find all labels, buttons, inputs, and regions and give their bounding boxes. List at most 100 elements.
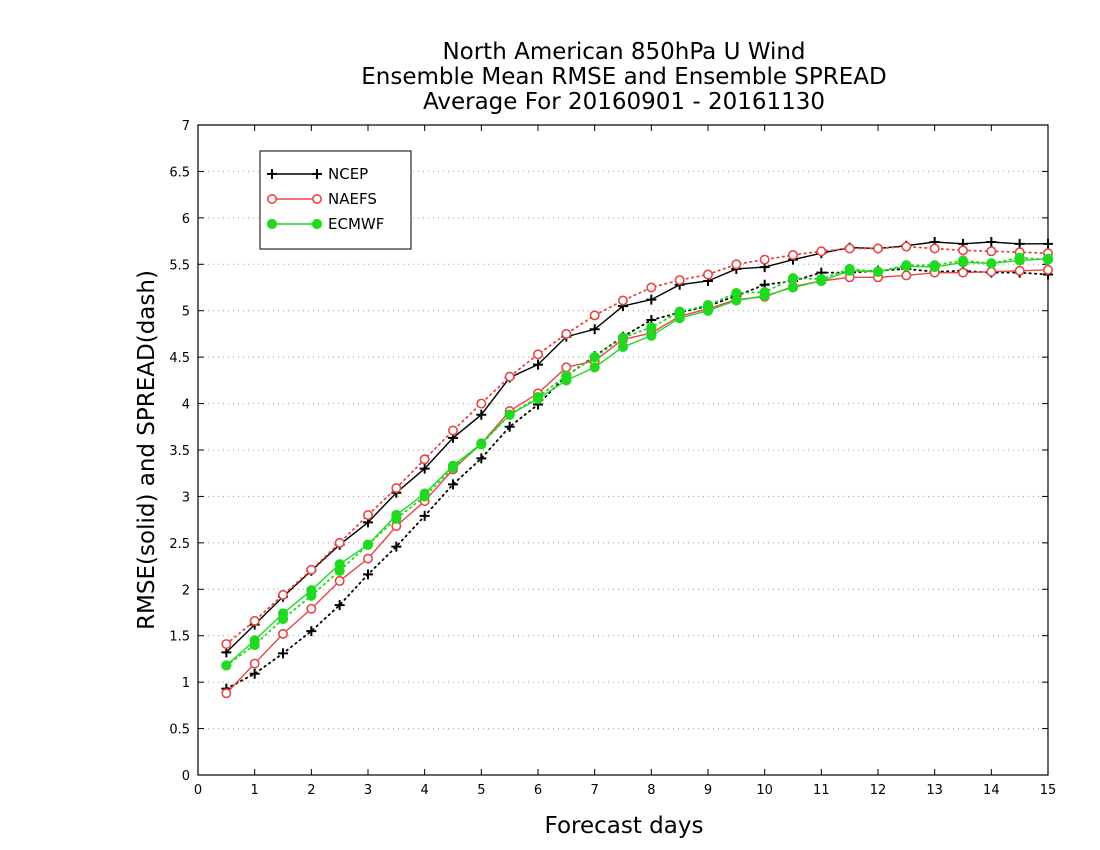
legend-box bbox=[259, 150, 412, 250]
y-tick-label: 6 bbox=[182, 212, 190, 227]
x-tick-label: 1 bbox=[251, 783, 259, 798]
data-point bbox=[957, 255, 969, 266]
data-point bbox=[306, 626, 317, 637]
x-tick-label: 7 bbox=[591, 783, 599, 798]
series-line bbox=[225, 258, 1049, 666]
y-tick-label: 2 bbox=[182, 583, 190, 598]
data-point bbox=[533, 359, 543, 370]
data-point bbox=[872, 243, 883, 254]
data-point bbox=[504, 421, 515, 432]
legend-item-naefs: NAEFS bbox=[266, 190, 377, 208]
chart-title-line-2: Ensemble Mean RMSE and Ensemble SPREAD bbox=[361, 64, 886, 90]
data-point bbox=[334, 600, 345, 611]
data-point bbox=[1014, 238, 1025, 249]
data-point bbox=[277, 589, 288, 600]
legend-marker bbox=[266, 194, 277, 205]
data-point bbox=[702, 269, 713, 280]
data-point bbox=[929, 260, 940, 271]
chart-title-line-3: Average For 20160901 - 20161130 bbox=[423, 89, 825, 115]
x-tick-label: 8 bbox=[647, 783, 655, 798]
data-point bbox=[759, 287, 770, 298]
data-point bbox=[844, 263, 855, 275]
series-ecmwf-spread bbox=[221, 252, 1054, 671]
x-axis-label: Forecast days bbox=[545, 813, 704, 839]
legend-item-ecmwf: ECMWF bbox=[266, 215, 384, 233]
y-tick-label: 1 bbox=[182, 676, 190, 691]
legend: NCEP NAEFS ECMWF bbox=[259, 150, 412, 250]
y-tick-label: 7 bbox=[182, 119, 190, 134]
data-point bbox=[249, 639, 260, 651]
data-point bbox=[391, 483, 402, 494]
data-point bbox=[277, 628, 288, 639]
data-point bbox=[362, 539, 374, 550]
data-point bbox=[901, 241, 912, 252]
data-point bbox=[702, 300, 714, 311]
series-line bbox=[225, 269, 1049, 694]
data-point bbox=[1042, 254, 1054, 265]
x-tick-label: 4 bbox=[421, 783, 429, 798]
y-tick-label: 0 bbox=[182, 769, 190, 784]
data-point bbox=[731, 259, 742, 270]
series-line bbox=[225, 256, 1049, 667]
data-point bbox=[901, 260, 912, 271]
data-point bbox=[476, 439, 487, 450]
data-point bbox=[957, 267, 968, 278]
y-axis-label: RMSE(solid) and SPREAD(dash) bbox=[134, 270, 160, 630]
legend-marker bbox=[311, 194, 322, 205]
data-point bbox=[447, 462, 459, 473]
data-point bbox=[334, 537, 345, 548]
y-tick-label: 4 bbox=[182, 398, 190, 413]
data-point bbox=[787, 282, 799, 293]
data-point bbox=[561, 370, 572, 381]
data-point bbox=[674, 275, 685, 286]
data-point bbox=[957, 245, 968, 256]
legend-label: NCEP bbox=[328, 165, 368, 183]
data-point bbox=[504, 371, 515, 382]
data-point bbox=[419, 454, 430, 465]
data-point bbox=[221, 688, 232, 699]
data-point bbox=[844, 243, 855, 254]
data-point bbox=[787, 273, 799, 284]
x-tick-label: 5 bbox=[477, 783, 485, 798]
data-point bbox=[1043, 264, 1054, 275]
data-point bbox=[391, 541, 402, 552]
y-tick-label: 3 bbox=[182, 490, 190, 505]
data-point bbox=[816, 246, 827, 257]
series-group bbox=[221, 237, 1054, 699]
x-tick-label: 14 bbox=[983, 783, 1000, 798]
data-point bbox=[986, 246, 997, 257]
data-point bbox=[646, 294, 657, 305]
data-point bbox=[561, 328, 572, 339]
gridlines bbox=[198, 170, 1048, 730]
x-tick-label: 13 bbox=[926, 783, 943, 798]
y-tick-label: 1.5 bbox=[169, 630, 190, 645]
data-point bbox=[504, 409, 515, 420]
data-point bbox=[589, 352, 600, 363]
data-point bbox=[986, 237, 997, 247]
y-tick-label: 0.5 bbox=[169, 723, 190, 738]
data-point bbox=[674, 306, 685, 317]
data-point bbox=[448, 479, 458, 490]
y-axis-ticks: 0 0.5 1 1.5 2 2.5 3 3.5 4 4.5 5 5.5 6 6.5 7 bbox=[169, 119, 1048, 784]
data-point bbox=[221, 639, 232, 650]
y-tick-label: 5.5 bbox=[169, 258, 190, 273]
data-point bbox=[363, 569, 373, 580]
x-tick-label: 0 bbox=[194, 783, 202, 798]
data-point bbox=[646, 322, 657, 333]
y-tick-label: 4.5 bbox=[169, 351, 190, 366]
data-point bbox=[391, 513, 402, 524]
data-point bbox=[986, 266, 997, 277]
data-point bbox=[589, 310, 600, 321]
data-point bbox=[334, 565, 345, 576]
data-point bbox=[589, 324, 600, 335]
data-point bbox=[306, 564, 317, 575]
data-point bbox=[306, 590, 317, 601]
legend-marker bbox=[312, 169, 322, 179]
data-point bbox=[787, 250, 798, 261]
x-tick-label: 9 bbox=[704, 783, 712, 798]
data-point bbox=[646, 282, 657, 293]
data-point bbox=[617, 295, 628, 306]
data-point bbox=[561, 362, 572, 373]
data-point bbox=[617, 341, 629, 353]
data-point bbox=[1014, 265, 1025, 276]
